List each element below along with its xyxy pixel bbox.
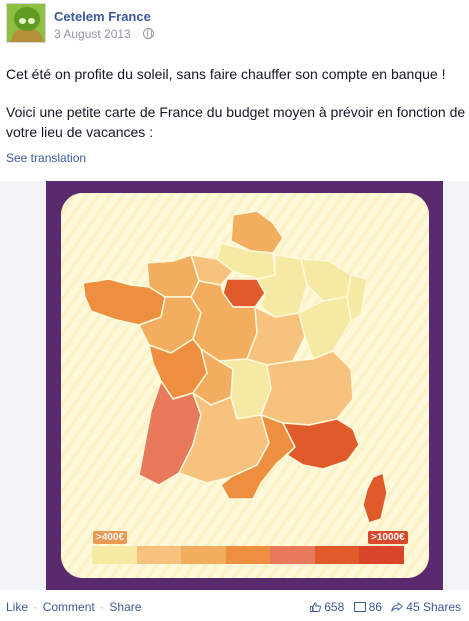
scale-swatch-6 <box>314 546 360 564</box>
region-paca <box>282 418 360 470</box>
legend-high-label: >1000€ <box>368 531 408 544</box>
post-message: Cet été on profite du soleil, sans faire… <box>6 64 466 160</box>
scale-swatch-1 <box>92 546 137 564</box>
comments-count[interactable]: 86 <box>353 600 386 614</box>
region-franche-comte <box>298 296 352 360</box>
budget-color-scale <box>92 546 405 564</box>
avatar-eye-right <box>28 18 35 24</box>
region-corse <box>362 472 388 524</box>
message-paragraph-1: Cet été on profite du soleil, sans faire… <box>6 66 446 82</box>
scale-swatch-7 <box>359 546 405 564</box>
share-link[interactable]: Share <box>109 600 142 614</box>
like-link[interactable]: Like <box>6 600 29 614</box>
avatar-figure-body <box>11 28 43 42</box>
footer-separator: · <box>33 600 38 614</box>
region-alsace <box>346 274 368 322</box>
comment-bubble-icon <box>353 602 366 612</box>
region-rhone-alpes <box>260 350 354 426</box>
france-budget-map-card <box>61 193 429 578</box>
post-timestamp[interactable]: 3 August 2013 <box>54 27 131 41</box>
page-name-link[interactable]: Cetelem France <box>54 9 151 24</box>
message-paragraph-2: Voici une petite carte de France du budg… <box>6 104 466 140</box>
shares-count-value: 45 Shares <box>406 600 461 614</box>
scale-swatch-2 <box>136 546 182 564</box>
page-avatar[interactable] <box>6 3 46 43</box>
globe-icon[interactable] <box>143 28 154 39</box>
likes-count-value: 658 <box>324 600 345 614</box>
likes-count[interactable]: 658 <box>310 600 347 614</box>
post-header: Cetelem France 3 August 2013 <box>6 3 461 45</box>
scale-swatch-3 <box>181 546 226 564</box>
france-map-illustration <box>61 193 429 578</box>
legend-low-label: >400€ <box>93 531 128 544</box>
region-nord <box>230 210 284 254</box>
share-arrow-icon <box>391 602 403 612</box>
thumbs-up-icon <box>310 602 322 612</box>
post-actions: Like · Comment · Share <box>6 600 141 614</box>
post-counts: 658 86 45 Shares <box>304 600 461 614</box>
footer-separator: · <box>100 600 105 614</box>
scale-swatch-4 <box>225 546 271 564</box>
shares-count[interactable]: 45 Shares <box>391 600 461 614</box>
avatar-eye-left <box>19 18 26 24</box>
see-translation-link[interactable]: See translation <box>6 151 87 165</box>
scale-swatch-5 <box>270 546 315 564</box>
comment-link[interactable]: Comment <box>42 600 95 614</box>
comments-count-value: 86 <box>368 600 382 614</box>
avatar-figure-head <box>14 7 40 31</box>
post-footer: Like · Comment · Share 658 86 45 Shares <box>6 598 461 616</box>
